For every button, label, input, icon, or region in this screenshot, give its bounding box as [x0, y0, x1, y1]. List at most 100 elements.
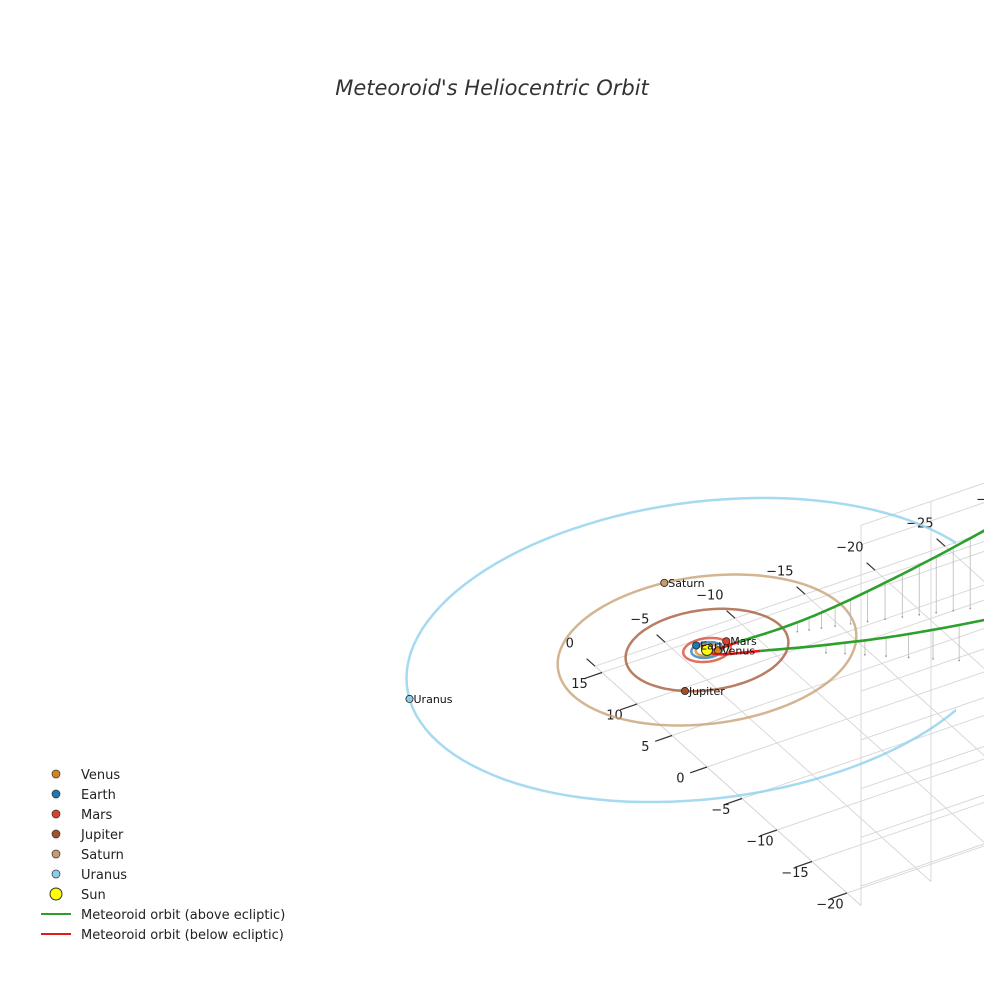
floor-gridline-y	[741, 714, 984, 799]
drop-point	[796, 630, 799, 633]
drop-point	[885, 655, 887, 657]
meteoroid-path-above	[736, 529, 984, 644]
tick-mark	[655, 734, 673, 742]
floor-gridline-x	[664, 641, 932, 882]
legend-label: Uranus	[81, 868, 127, 883]
ywall-gridline-z	[860, 794, 984, 838]
tick-mark	[936, 538, 946, 547]
drop-point	[844, 652, 846, 655]
drop-point	[952, 609, 955, 612]
planet-marker-mars	[722, 637, 731, 646]
planet-marker-venus	[713, 646, 722, 655]
legend-label: Meteoroid orbit (below ecliptic)	[81, 928, 284, 943]
tick-label: −10	[696, 589, 723, 604]
ywall-gridline-z	[860, 599, 984, 643]
tick-mark	[656, 634, 666, 643]
drop-point	[918, 613, 921, 616]
drop-point	[834, 625, 836, 627]
axes-grid	[594, 482, 984, 906]
floor-gridline-y	[846, 845, 984, 894]
legend-dot-swatch	[51, 869, 61, 879]
tick-mark	[725, 797, 743, 805]
axis-ticks: −35−30−25−20−15−10−50−20−15−10−5051015−1…	[566, 493, 984, 913]
legend-sun-swatch	[49, 887, 63, 901]
tick-label: −5	[630, 613, 649, 628]
tick-mark	[585, 671, 603, 679]
drop-point	[935, 611, 938, 614]
tick-mark	[726, 610, 736, 619]
tick-label: −20	[816, 898, 843, 913]
chart-title: Meteoroid's Heliocentric Orbit	[335, 76, 649, 100]
planet-marker-saturn	[660, 578, 669, 587]
drop-point	[907, 656, 910, 659]
planet-label-saturn: Saturn	[668, 577, 704, 590]
drop-point	[864, 653, 866, 656]
legend: Venus Earth Mars Jupiter Saturn Uranus Sun Mete…	[41, 768, 285, 943]
box-edge	[860, 482, 984, 526]
planet-label-earth: Earth	[700, 639, 730, 652]
planet-label-jupiter: Jupiter	[688, 685, 725, 698]
tick-label: −5	[711, 803, 730, 818]
tick-label: 0	[676, 772, 684, 787]
tick-mark	[795, 860, 813, 868]
legend-label: Jupiter	[80, 828, 124, 843]
planet-label-venus: Venus	[722, 644, 755, 657]
tick-mark	[620, 703, 638, 711]
floor-gridline-y	[671, 627, 984, 736]
ywall-gridline-z	[860, 697, 984, 741]
tick-label: −15	[781, 866, 808, 881]
legend-label: Meteoroid orbit (above ecliptic)	[81, 908, 285, 923]
tick-label: −20	[836, 541, 863, 556]
tick-label: 0	[566, 637, 574, 652]
box-edge	[594, 665, 862, 906]
tick-mark	[830, 892, 848, 900]
sun-marker	[701, 644, 713, 656]
legend-dot-swatch	[51, 789, 61, 799]
drop-point	[901, 616, 904, 618]
box-edge	[594, 532, 984, 667]
floor-gridline-y	[706, 671, 984, 768]
ywall-gridline-z	[860, 745, 984, 790]
tick-mark	[796, 586, 806, 595]
tick-mark	[866, 562, 876, 571]
tick-mark	[760, 829, 778, 837]
drop-point	[820, 627, 823, 629]
orbit-jupiter	[624, 607, 790, 693]
meteoroid-path-above	[760, 618, 984, 653]
floor-gridline-y	[811, 801, 984, 862]
planet-marker-uranus	[405, 694, 414, 703]
legend-dot-swatch	[51, 829, 61, 839]
tick-label: −30	[976, 493, 984, 508]
legend-dot-swatch	[51, 769, 61, 779]
tick-label: 15	[571, 677, 588, 692]
drop-point	[884, 618, 886, 621]
floor-gridline-y	[636, 584, 984, 705]
tick-mark	[690, 766, 708, 774]
floor-gridline-y	[776, 758, 984, 831]
ywall-gridline-z	[860, 648, 984, 692]
drop-point	[958, 659, 961, 662]
drop-point	[825, 651, 827, 654]
legend-label: Earth	[81, 788, 116, 803]
planet-marker-jupiter	[680, 687, 689, 696]
legend-label: Venus	[81, 768, 120, 783]
legend-label: Sun	[81, 888, 106, 903]
drop-point	[849, 623, 852, 625]
drop-point	[969, 607, 972, 610]
legend-dot-swatch	[51, 809, 61, 819]
legend-label: Saturn	[81, 848, 124, 863]
legend-label: Mars	[81, 808, 113, 823]
drop-point	[932, 658, 934, 660]
planet-marker-earth	[692, 641, 701, 650]
legend-dot-swatch	[51, 849, 61, 859]
orbit-uranus	[405, 496, 956, 804]
floor-gridline-x	[734, 617, 984, 843]
planet-label-mars: Mars	[730, 635, 757, 648]
tick-label: 5	[641, 740, 649, 755]
ywall-gridline-z	[860, 843, 984, 887]
tick-mark	[586, 658, 596, 667]
ywall-gridline-z	[860, 502, 984, 546]
tick-label: −10	[746, 835, 773, 850]
